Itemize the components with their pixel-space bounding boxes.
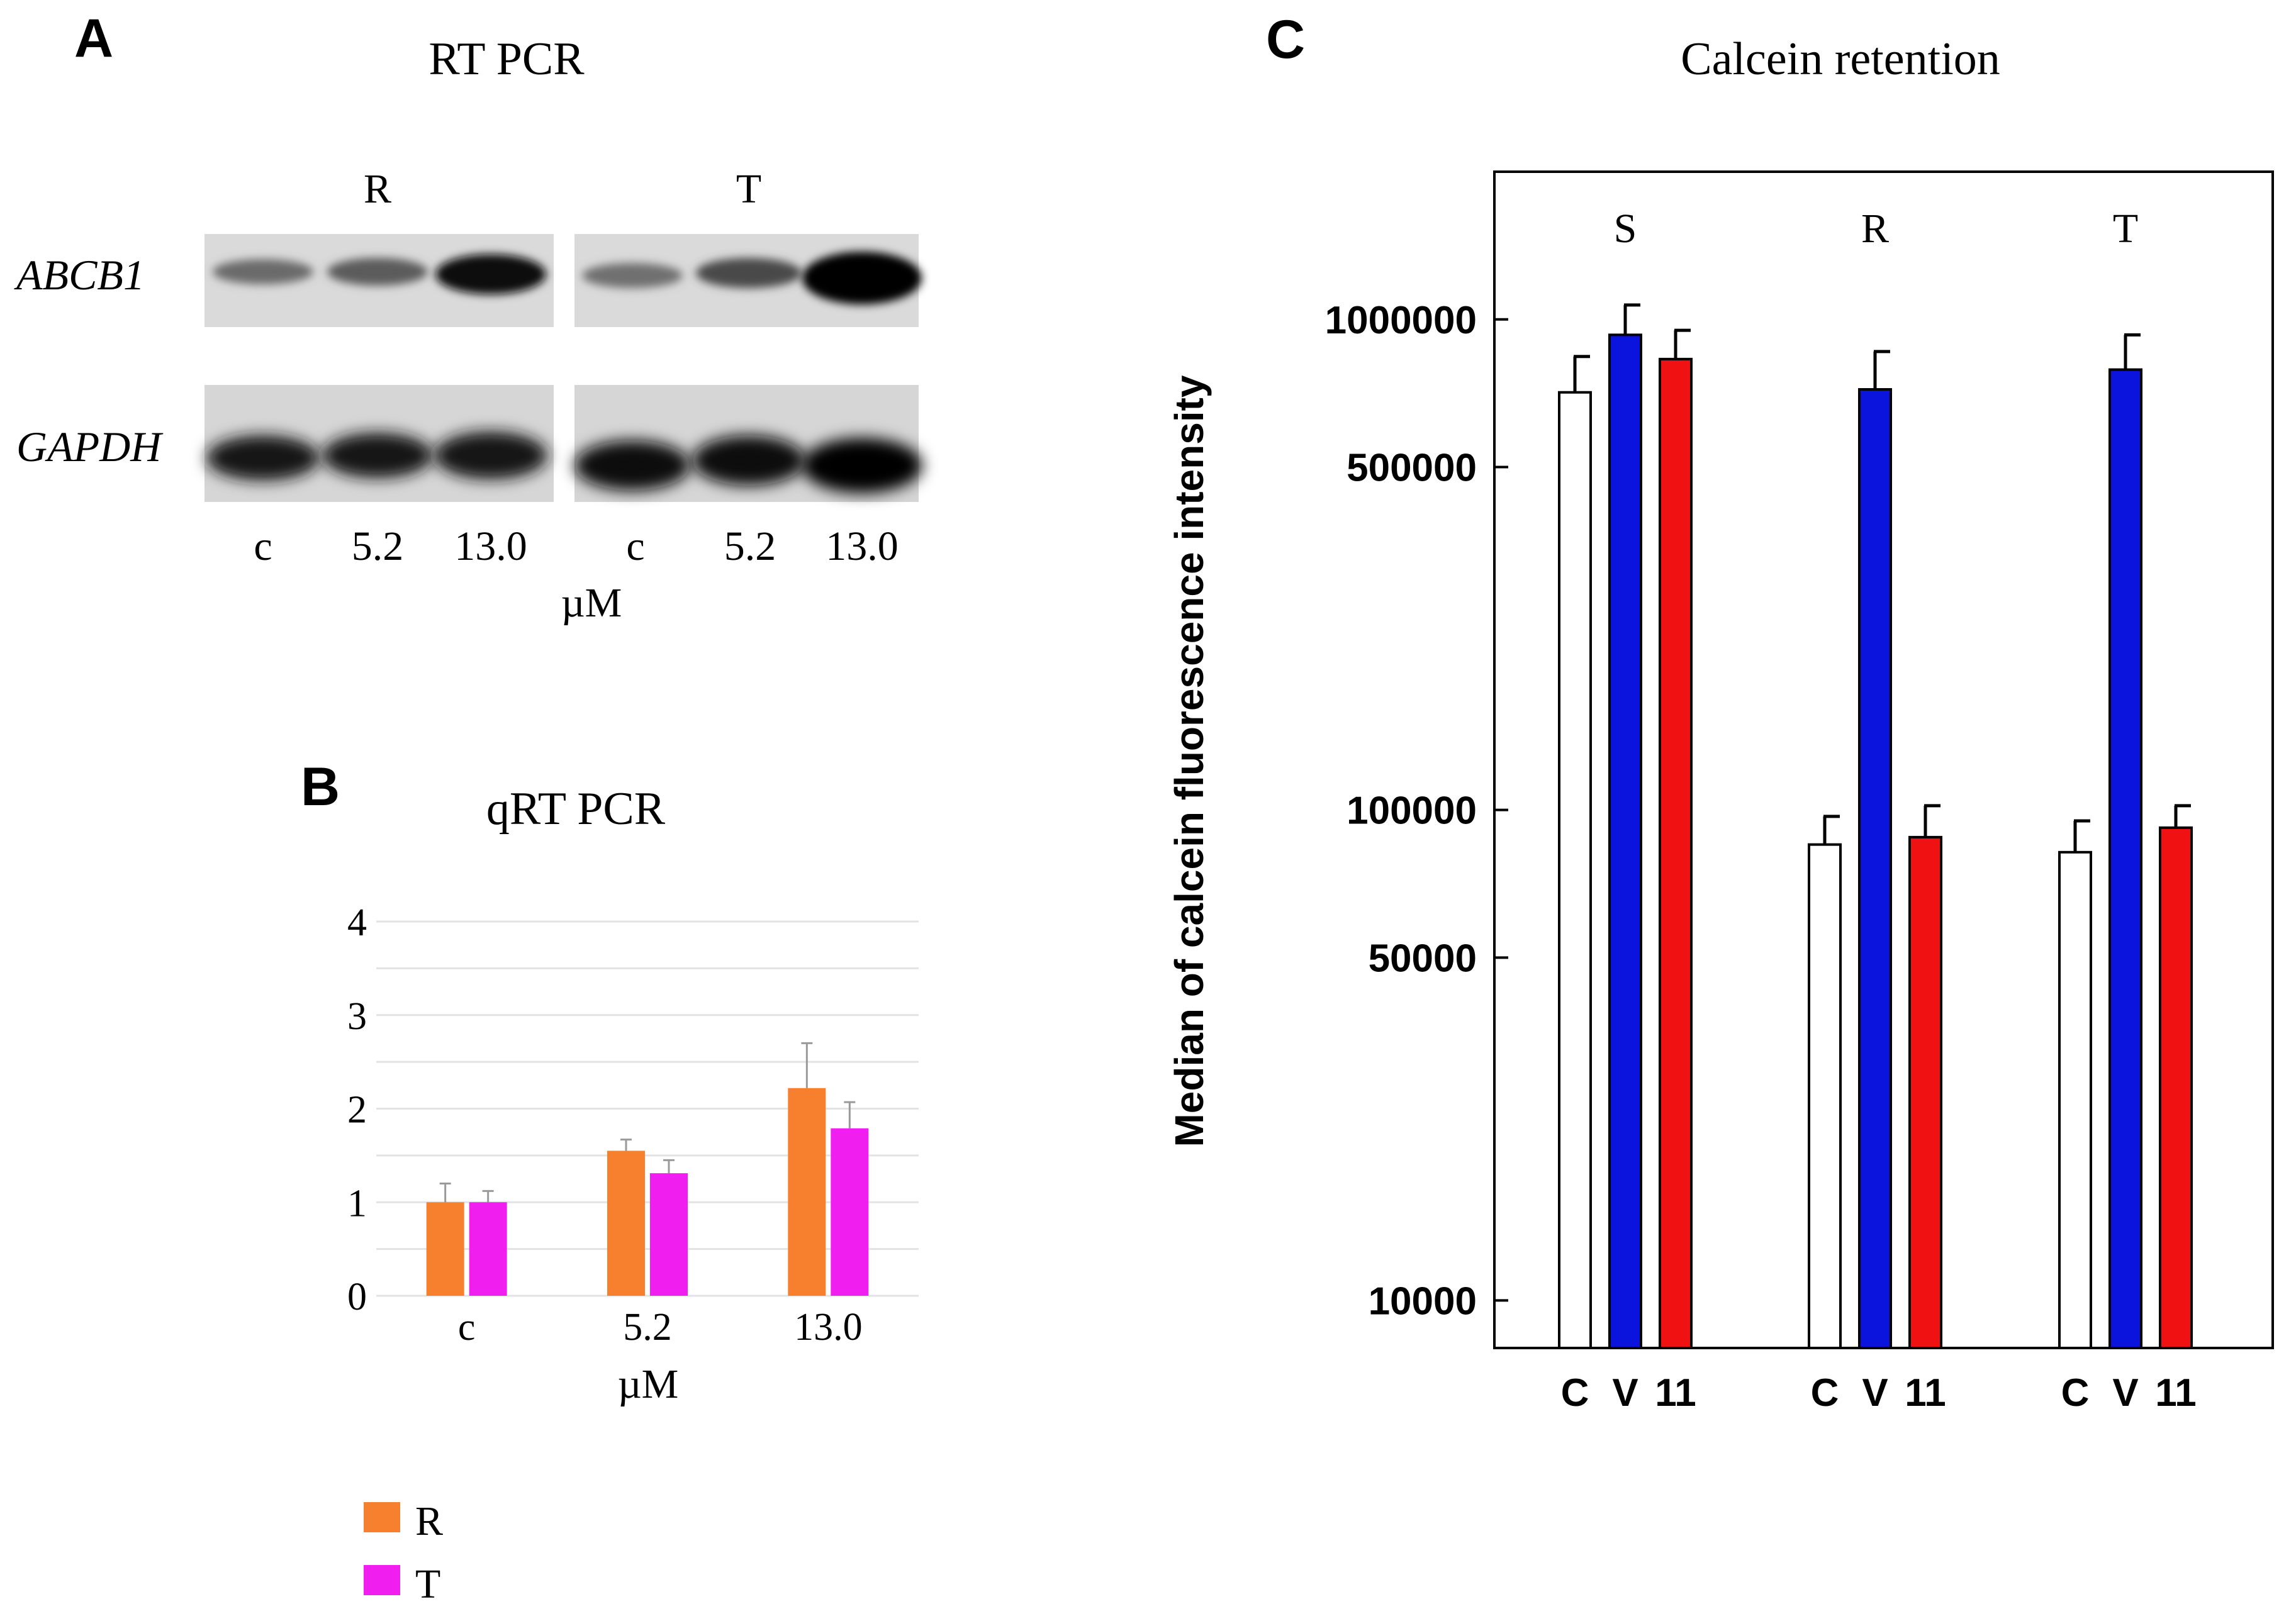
x-tick-label: c <box>458 1306 476 1349</box>
lane-label: c <box>254 523 272 569</box>
group-label-s: S <box>1614 206 1637 252</box>
gene-label-gapdh: GAPDH <box>16 423 164 471</box>
x-tick-label: 11 <box>1905 1371 1946 1415</box>
y-tick-label: 50000 <box>1369 937 1477 980</box>
legend-swatch-r <box>364 1502 400 1532</box>
bar-s-v <box>1608 333 1642 1349</box>
gel-band <box>435 254 546 294</box>
lane-label: 13.0 <box>454 523 527 569</box>
y-tick-label: 1 <box>347 1182 367 1225</box>
y-tick-label: 100000 <box>1347 789 1477 833</box>
gel-abcb1-t <box>574 234 922 327</box>
group-label-r: R <box>1861 206 1889 252</box>
bar-r-c <box>1808 843 1842 1349</box>
bar-t-c <box>469 1202 507 1296</box>
bar-s-c <box>1558 391 1592 1349</box>
gel-abcb1-r <box>204 234 554 327</box>
x-tick-label: V <box>1862 1371 1888 1415</box>
chart-b-legend: R T <box>364 1498 443 1607</box>
gel-band <box>802 252 922 304</box>
x-tick-label: 11 <box>1655 1371 1696 1415</box>
bar-s-11 <box>1659 357 1693 1349</box>
bar-r-13.0 <box>788 1088 826 1296</box>
group-label-t: T <box>2113 206 2138 252</box>
lane-label: c <box>626 523 644 569</box>
bar-r-v <box>1858 388 1892 1349</box>
bar-t-5.2 <box>650 1173 688 1296</box>
chart-c-y-axis: 10000 50000 100000 500000 1000000 <box>1325 299 1508 1323</box>
gel-gapdh-t <box>574 385 922 502</box>
x-tick-label: 11 <box>2155 1371 2197 1415</box>
gene-label-abcb1: ABCB1 <box>14 251 145 299</box>
gel-band <box>213 259 313 284</box>
x-tick-label: V <box>2112 1371 2138 1415</box>
chart-b-x-tick-labels: c 5.2 13.0 <box>458 1306 863 1349</box>
x-tick-label: C <box>1561 1371 1589 1415</box>
chart-b-bars <box>426 1042 869 1296</box>
panel-b: B qRT PCR 0 1 2 3 4 c 5.2 13.0 µM R T <box>301 757 919 1607</box>
panel-c: C Calcein retention S R T 10000 50000 100000… <box>1167 9 2274 1415</box>
x-tick-label: V <box>1612 1371 1638 1415</box>
legend-label-t: T <box>415 1561 440 1607</box>
gel-group-label-t: T <box>736 166 761 212</box>
bar-r-c <box>426 1202 464 1296</box>
x-tick-label: C <box>1811 1371 1839 1415</box>
y-tick-label: 4 <box>347 901 367 944</box>
panel-a: A RT PCR R T ABCB1 GAPDH <box>14 8 922 626</box>
panel-c-letter: C <box>1266 9 1305 70</box>
chart-b-x-axis-label: µM <box>618 1361 679 1407</box>
panel-a-letter: A <box>74 8 113 69</box>
y-tick-label: 0 <box>347 1276 367 1318</box>
y-tick-label: 3 <box>347 995 367 1038</box>
gel-unit-label: µM <box>561 580 622 626</box>
panel-a-title: RT PCR <box>428 33 585 85</box>
x-tick-label: 13.0 <box>794 1306 863 1349</box>
gel-band <box>206 435 320 481</box>
panel-b-letter: B <box>301 757 340 817</box>
gel-band <box>802 438 922 493</box>
chart-c-bars <box>1558 303 2193 1350</box>
bar-r-5.2 <box>607 1150 645 1296</box>
gel-band <box>322 433 433 478</box>
bar-t-11 <box>2159 826 2193 1349</box>
chart-c-y-axis-label: Median of calcein fluorescence intensity <box>1167 375 1212 1147</box>
bar-t-v <box>2108 368 2142 1349</box>
bar-r-11 <box>1908 835 1942 1350</box>
lane-label: 13.0 <box>826 523 899 569</box>
gel-band <box>692 435 805 486</box>
chart-b-title: qRT PCR <box>486 783 666 835</box>
x-tick-label: 5.2 <box>623 1306 672 1349</box>
legend-label-r: R <box>415 1498 443 1544</box>
lane-label: 5.2 <box>352 523 404 569</box>
chart-b-gridlines <box>376 920 919 1297</box>
y-tick-label: 2 <box>347 1089 367 1132</box>
y-tick-label: 500000 <box>1347 447 1477 490</box>
y-tick-label: 10000 <box>1369 1279 1477 1323</box>
gel-band <box>434 432 547 479</box>
gel-band <box>574 440 690 491</box>
x-tick-label: C <box>2061 1371 2090 1415</box>
y-tick-label: 1000000 <box>1325 299 1477 342</box>
gel-group-label-r: R <box>364 166 391 212</box>
lane-label: 5.2 <box>724 523 776 569</box>
gel-band <box>327 258 428 286</box>
chart-c-x-tick-labels: C V 11 C V 11 C V 11 <box>1561 1371 2197 1415</box>
gel-gapdh-r <box>204 385 554 502</box>
gel-band <box>696 258 802 288</box>
bar-t-13.0 <box>831 1128 869 1296</box>
gel-band <box>582 263 683 288</box>
chart-b-y-tick-labels: 0 1 2 3 4 <box>347 901 367 1318</box>
bar-t-c <box>2058 850 2092 1349</box>
legend-swatch-t <box>364 1565 400 1595</box>
chart-c-title: Calcein retention <box>1681 33 2000 85</box>
